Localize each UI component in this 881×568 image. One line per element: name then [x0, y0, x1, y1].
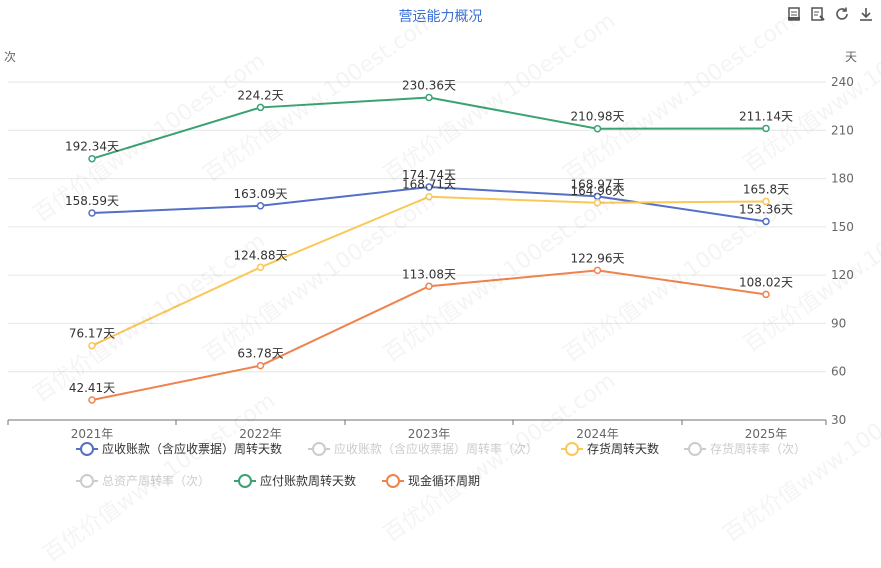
legend-item[interactable]: 存货周转率（次）: [684, 440, 807, 457]
x-tick-label: 2025年: [745, 427, 788, 441]
data-point: [762, 217, 770, 226]
right-axis-unit: 天: [844, 50, 857, 64]
data-label: 124.88天: [234, 248, 288, 262]
edit-view-icon[interactable]: [809, 5, 827, 23]
data-point: [762, 290, 770, 299]
y-tick-label: 180: [831, 172, 854, 186]
y-tick-label: 210: [831, 123, 854, 137]
legend-marker-icon: [308, 441, 330, 456]
data-point: [425, 183, 433, 191]
data-label: 230.36天: [402, 79, 456, 93]
data-point: [593, 124, 602, 133]
data-point: [425, 93, 433, 102]
data-label: 63.78天: [237, 347, 283, 361]
data-label: 158.59天: [65, 194, 119, 208]
legend-marker-icon: [561, 441, 583, 456]
y-tick-label: 60: [831, 365, 846, 379]
data-label: 224.2天: [237, 88, 283, 102]
data-label: 113.08天: [402, 267, 456, 281]
legend-label: 总资产周转率（次）: [102, 474, 211, 488]
data-point: [256, 103, 265, 112]
y-tick-label: 240: [831, 75, 854, 89]
chart-title: 营运能力概况: [398, 9, 483, 25]
legend-item[interactable]: 总资产周转率（次）: [76, 472, 211, 489]
x-tick-label: 2023年: [408, 427, 451, 441]
download-icon[interactable]: [857, 5, 875, 23]
x-tick-label: 2021年: [71, 427, 114, 441]
data-point: [256, 361, 265, 370]
legend-marker-icon: [684, 441, 706, 456]
y-tick-label: 90: [831, 316, 846, 330]
y-tick-label: 120: [831, 268, 854, 282]
legend-label: 应收账款（含应收票据）周转率（次）: [334, 442, 539, 456]
legend-item[interactable]: 应收账款（含应收票据）周转率（次）: [308, 440, 539, 457]
data-point: [593, 199, 602, 207]
data-label: 192.34天: [65, 140, 119, 154]
data-label: 108.02天: [739, 275, 793, 289]
series-line: [91, 96, 767, 160]
chart-toolbar: [785, 5, 875, 23]
data-label: 76.17天: [69, 327, 115, 341]
data-point: [88, 209, 96, 217]
legend-item[interactable]: 存货周转天数: [561, 440, 660, 457]
data-view-icon[interactable]: [785, 5, 803, 23]
y-tick-label: 30: [831, 413, 846, 427]
refresh-icon[interactable]: [833, 5, 851, 23]
data-point: [256, 263, 265, 272]
data-point: [88, 396, 96, 404]
data-point: [425, 282, 433, 291]
legend-item[interactable]: 现金循环周期: [382, 472, 481, 489]
data-label: 153.36天: [739, 202, 793, 216]
legend-label: 现金循环周期: [408, 474, 481, 488]
legend-label: 存货周转率（次）: [710, 442, 807, 456]
legend-marker-icon: [234, 473, 256, 488]
data-label: 210.98天: [571, 110, 625, 124]
data-label: 168.97天: [571, 177, 625, 191]
data-point: [425, 192, 433, 201]
data-point: [762, 124, 770, 133]
legend-marker-icon: [76, 473, 98, 488]
data-label: 174.74天: [402, 168, 456, 182]
data-label: 168.71天: [402, 178, 456, 192]
data-point: [88, 341, 96, 350]
legend-item[interactable]: 应收账款（含应收票据）周转天数: [76, 440, 283, 457]
left-axis-unit: 次: [4, 50, 17, 64]
legend-label: 存货周转天数: [587, 442, 660, 456]
legend-marker-icon: [76, 441, 98, 456]
data-label: 163.09天: [234, 187, 288, 201]
series-line: [91, 186, 767, 223]
data-label: 164.96天: [571, 184, 625, 198]
line-chart-plot: 30 60 90 120 150 180 210 240 2021年 2022年 2023年 2024…: [7, 75, 854, 441]
y-tick-label: 150: [831, 220, 854, 234]
data-label: 122.96天: [571, 251, 625, 265]
data-label: 42.41天: [69, 381, 115, 395]
legend-item[interactable]: 应付账款周转天数: [234, 472, 357, 489]
legend-label: 应收账款（含应收票据）周转天数: [102, 442, 283, 456]
data-label: 165.8天: [743, 182, 789, 196]
x-tick-label: 2022年: [239, 427, 282, 441]
legend-marker-icon: [382, 473, 404, 488]
data-point: [593, 266, 602, 275]
data-point: [88, 154, 96, 163]
x-tick-label: 2024年: [576, 427, 619, 441]
data-point: [256, 202, 265, 210]
legend-label: 应付账款周转天数: [260, 474, 357, 488]
data-point: [762, 197, 770, 206]
data-label: 211.14天: [739, 109, 793, 123]
